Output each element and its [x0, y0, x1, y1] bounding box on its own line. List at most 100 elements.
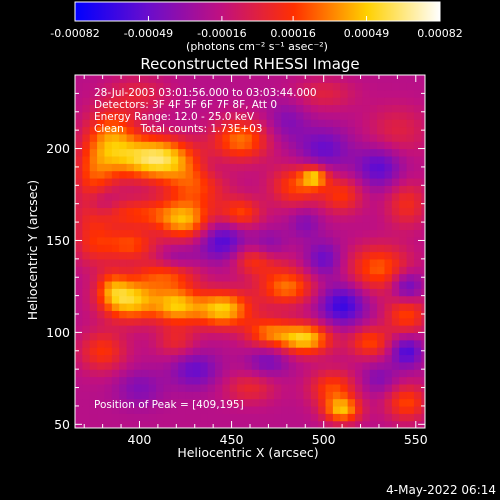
heatmap-pixel [369, 398, 378, 407]
heatmap-pixel [406, 266, 415, 275]
heatmap-pixel [222, 383, 231, 392]
heatmap-pixel [347, 200, 356, 208]
heatmap-pixel [310, 310, 319, 319]
heatmap-pixel [111, 391, 120, 400]
heatmap-pixel [178, 244, 187, 253]
heatmap-pixel [369, 288, 378, 297]
heatmap-pixel [406, 288, 415, 297]
heatmap-pixel [237, 222, 246, 231]
heatmap-pixel [340, 266, 349, 275]
heatmap-pixel [126, 119, 135, 128]
heatmap-pixel [141, 332, 150, 341]
heatmap-pixel [413, 192, 422, 201]
heatmap-pixel [192, 339, 201, 348]
heatmap-pixel [273, 119, 282, 128]
heatmap-pixel [318, 398, 327, 407]
heatmap-pixel [413, 133, 422, 142]
heatmap-pixel [347, 273, 356, 282]
heatmap-pixel [229, 200, 238, 208]
heatmap-pixel [200, 310, 209, 319]
heatmap-pixel [406, 229, 415, 238]
heatmap-pixel [237, 82, 246, 91]
heatmap-pixel [89, 236, 98, 245]
heatmap-pixel [288, 155, 297, 164]
heatmap-pixel [82, 229, 91, 238]
heatmap-pixel [229, 288, 238, 297]
heatmap-pixel [332, 82, 341, 91]
heatmap-pixel [332, 317, 341, 326]
heatmap-pixel [82, 97, 91, 106]
heatmap-pixel [355, 236, 363, 245]
heatmap-pixel [377, 207, 386, 216]
heatmap-pixel [413, 398, 422, 407]
heatmap-pixel [82, 317, 91, 326]
heatmap-pixel [377, 236, 386, 245]
heatmap-pixel [207, 155, 216, 164]
heatmap-pixel [251, 354, 260, 363]
heatmap-pixel [266, 148, 275, 157]
heatmap-pixel [104, 82, 113, 91]
heatmap-pixel [369, 361, 378, 370]
heatmap-pixel [156, 104, 165, 113]
heatmap-pixel [119, 295, 128, 304]
heatmap-pixel [399, 310, 408, 319]
heatmap-pixel [82, 119, 91, 128]
heatmap-pixel [244, 273, 253, 282]
heatmap-pixel [355, 273, 363, 282]
heatmap-pixel [384, 310, 393, 319]
heatmap-pixel [200, 251, 209, 260]
heatmap-pixel [391, 133, 400, 142]
heatmap-pixel [207, 200, 216, 208]
heatmap-pixel [362, 104, 371, 113]
heatmap-pixel [244, 229, 253, 238]
heatmap-pixel [111, 148, 120, 157]
heatmap-pixel [141, 133, 150, 142]
heatmap-pixel [89, 361, 98, 370]
heatmap-pixel [399, 317, 408, 326]
heatmap-pixel [163, 332, 172, 341]
heatmap-pixel [355, 185, 363, 194]
heatmap-pixel [406, 383, 415, 392]
heatmap-pixel [207, 214, 216, 223]
heatmap-pixel [170, 214, 179, 223]
heatmap-pixel [296, 354, 305, 363]
heatmap-pixel [104, 376, 113, 385]
heatmap-pixel [244, 192, 253, 201]
heatmap-pixel [288, 177, 297, 186]
heatmap-pixel [399, 82, 408, 91]
heatmap-pixel [200, 214, 209, 223]
heatmap-pixel [97, 192, 106, 201]
heatmap-pixel [340, 332, 349, 341]
heatmap-pixel [310, 376, 319, 385]
heatmap-pixel [244, 266, 253, 275]
heatmap-pixel [148, 75, 157, 83]
heatmap-pixel [104, 244, 113, 253]
heatmap-pixel [229, 391, 238, 400]
heatmap-pixel [82, 420, 91, 428]
heatmap-pixel [399, 413, 408, 422]
heatmap-pixel [229, 82, 238, 91]
y-tick-label: 50 [54, 417, 70, 432]
heatmap-pixel [413, 119, 422, 128]
heatmap-pixel [126, 369, 135, 378]
heatmap-pixel [192, 126, 201, 135]
heatmap-pixel [296, 310, 305, 319]
heatmap-pixel [237, 288, 246, 297]
heatmap-pixel [207, 302, 216, 311]
heatmap-pixel [89, 229, 98, 238]
heatmap-pixel [178, 170, 187, 179]
heatmap-pixel [413, 361, 422, 370]
heatmap-pixel [148, 332, 157, 341]
heatmap-pixel [178, 325, 187, 333]
heatmap-pixel [273, 163, 282, 172]
heatmap-pixel [148, 141, 157, 150]
heatmap-pixel [303, 413, 312, 422]
heatmap-pixel [163, 119, 172, 128]
heatmap-pixel [399, 288, 408, 297]
heatmap-pixel [251, 361, 260, 370]
heatmap-pixel [163, 391, 172, 400]
heatmap-pixel [244, 207, 253, 216]
heatmap-pixel [133, 236, 142, 245]
heatmap-pixel [303, 244, 312, 253]
heatmap-pixel [266, 236, 275, 245]
